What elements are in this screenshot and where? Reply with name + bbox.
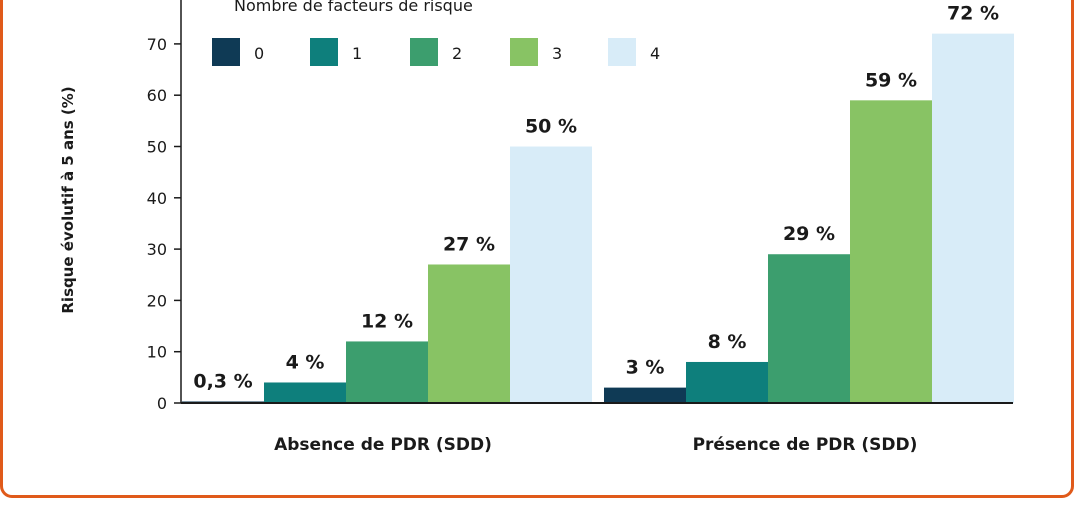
legend-label: 0 (254, 44, 264, 63)
bar-0-1 (264, 382, 346, 403)
data-label: 59 % (865, 69, 917, 91)
bar-0-3 (428, 264, 510, 403)
y-tick-label: 70 (147, 35, 167, 54)
data-label: 0,3 % (193, 370, 252, 392)
legend-label: 4 (650, 44, 660, 63)
y-tick-label: 40 (147, 189, 167, 208)
legend-title: Nombre de facteurs de risque (234, 0, 473, 15)
bar-1-0 (604, 387, 686, 403)
x-category-label: Présence de PDR (SDD) (693, 435, 918, 455)
y-tick-label: 60 (147, 86, 167, 105)
x-axis: Absence de PDR (SDD) Présence de PDR (SDD… (181, 402, 1013, 455)
data-label: 12 % (361, 310, 413, 332)
y-tick-label: 30 (147, 240, 167, 259)
data-label: 50 % (525, 116, 577, 138)
y-tick-label: 80 (147, 0, 167, 3)
data-label: 8 % (708, 331, 747, 353)
legend-label: 1 (352, 44, 362, 63)
bars (182, 33, 1014, 403)
legend-swatch (608, 38, 636, 66)
data-labels: 0,3 % 4 % 12 % 27 % 50 % 3 % 8 % 29 % 59 % 72 % (193, 3, 999, 393)
bar-1-4 (932, 33, 1014, 403)
data-label: 27 % (443, 233, 495, 255)
y-tick-label: 50 (147, 138, 167, 157)
x-category-label: Absence de PDR (SDD) (274, 435, 492, 455)
legend-swatch (310, 38, 338, 66)
bar-1-2 (768, 254, 850, 403)
data-label: 29 % (783, 223, 835, 245)
y-tick-label: 20 (147, 291, 167, 310)
legend-label: 2 (452, 44, 462, 63)
legend: Nombre de facteurs de risque 0 1 2 3 4 (212, 0, 660, 66)
data-label: 4 % (286, 351, 325, 373)
data-label: 3 % (626, 357, 665, 379)
chart-frame (0, 0, 1074, 498)
y-tick-label: 10 (147, 343, 167, 362)
legend-swatch (510, 38, 538, 66)
bar-1-1 (686, 361, 768, 403)
data-label: 72 % (947, 3, 999, 25)
bar-1-3 (850, 100, 932, 403)
bar-0-2 (346, 341, 428, 403)
legend-swatch (212, 38, 240, 66)
y-tick-label: 0 (157, 394, 167, 413)
y-axis-label: Risque évolutif à 5 ans (%) (59, 86, 77, 313)
legend-swatch (410, 38, 438, 66)
legend-label: 3 (552, 44, 562, 63)
y-axis: 0 10 20 30 40 50 60 70 80 (147, 0, 182, 413)
bar-0-4 (510, 146, 592, 403)
